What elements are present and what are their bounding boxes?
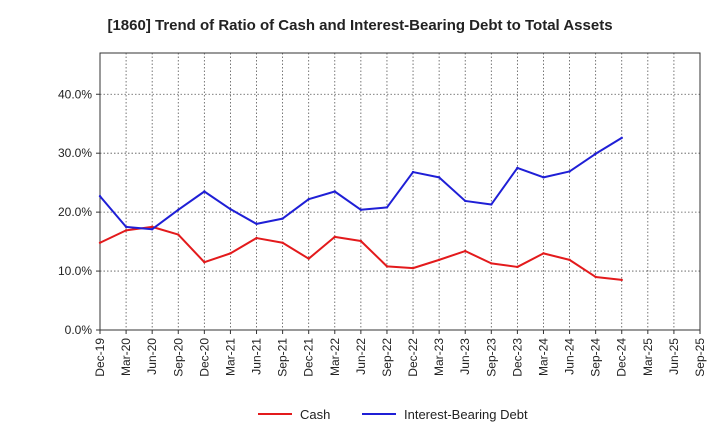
x-tick-label: Mar-22 (328, 338, 342, 376)
data-point-cash (411, 266, 415, 270)
data-point-interest-bearing-debt (203, 190, 206, 193)
data-point-cash (620, 278, 623, 282)
x-tick-label: Mar-24 (536, 338, 550, 376)
x-tick-label: Jun-24 (563, 338, 577, 375)
x-tick-label: Mar-20 (119, 338, 133, 376)
legend-label-cash: Cash (300, 407, 330, 422)
data-point-cash (542, 252, 545, 255)
x-tick-label: Sep-21 (276, 338, 290, 377)
data-point-cash (229, 252, 232, 255)
data-point-cash (437, 258, 441, 262)
data-point-interest-bearing-debt (124, 225, 128, 229)
x-tick-label: Mar-23 (432, 338, 446, 376)
x-tick-label: Dec-24 (615, 338, 629, 377)
x-tick-label: Mar-21 (223, 338, 237, 376)
data-point-cash (203, 261, 206, 264)
x-tick-label: Dec-19 (93, 338, 107, 377)
x-tick-label: Sep-20 (171, 338, 185, 377)
data-point-interest-bearing-debt (490, 203, 493, 206)
chart-title: [1860] Trend of Ratio of Cash and Intere… (107, 17, 612, 34)
x-tick-label: Jun-22 (354, 338, 368, 375)
data-point-cash (359, 239, 363, 243)
data-point-interest-bearing-debt (307, 197, 310, 201)
data-point-cash (124, 229, 128, 232)
legend: Cash Interest-Bearing Debt (258, 407, 528, 422)
data-point-cash (516, 265, 519, 269)
series-layer (98, 136, 623, 282)
data-point-cash (98, 241, 102, 244)
x-tick-label: Dec-22 (406, 338, 420, 377)
x-tick-label: Mar-25 (641, 338, 655, 376)
x-tick-label: Sep-22 (380, 338, 394, 377)
data-point-interest-bearing-debt (359, 208, 363, 211)
data-point-cash (385, 265, 389, 268)
x-tick-label: Jun-23 (458, 338, 472, 375)
data-point-cash (255, 236, 258, 240)
data-point-interest-bearing-debt (229, 207, 232, 211)
data-point-interest-bearing-debt (385, 206, 389, 209)
x-tick-label: Jun-21 (250, 338, 264, 375)
data-point-cash (333, 235, 336, 239)
y-tick-label: 10.0% (58, 264, 92, 278)
x-tick-label: Dec-21 (302, 338, 316, 377)
grid-layer (100, 53, 700, 330)
x-tick-label: Dec-20 (197, 338, 211, 377)
data-point-interest-bearing-debt (333, 190, 336, 193)
x-tick-label: Sep-25 (693, 338, 707, 377)
data-point-interest-bearing-debt (594, 152, 597, 155)
data-point-interest-bearing-debt (568, 170, 571, 173)
data-point-cash (594, 275, 597, 279)
data-point-cash (150, 225, 154, 229)
data-point-interest-bearing-debt (437, 176, 441, 179)
y-tick-label: 20.0% (58, 205, 92, 219)
data-point-interest-bearing-debt (255, 222, 258, 226)
data-point-interest-bearing-debt (281, 217, 284, 220)
data-point-cash (307, 257, 310, 260)
data-point-cash (464, 249, 467, 253)
data-point-cash (177, 233, 180, 236)
data-point-interest-bearing-debt (150, 228, 154, 231)
x-tick-label: Jun-20 (145, 338, 159, 375)
data-point-interest-bearing-debt (177, 208, 180, 211)
data-point-interest-bearing-debt (98, 195, 102, 198)
data-point-cash (568, 258, 571, 262)
y-tick-label: 0.0% (65, 323, 93, 337)
data-point-cash (281, 241, 284, 244)
y-tick-label: 40.0% (58, 87, 92, 101)
axis-layer: 0.0% 10.0% 20.0% 30.0% 40.0% Dec-19 Mar-20 Jun-… (58, 52, 707, 377)
data-point-interest-bearing-debt (620, 136, 623, 140)
legend-label-interest-bearing-debt: Interest-Bearing Debt (404, 407, 528, 422)
x-tick-label: Dec-23 (510, 338, 524, 377)
x-tick-label: Jun-25 (667, 338, 681, 375)
y-tick-label: 30.0% (58, 146, 92, 160)
data-point-interest-bearing-debt (464, 199, 467, 203)
plot-frame (99, 52, 701, 331)
data-point-interest-bearing-debt (411, 170, 415, 174)
x-tick-label: Sep-23 (484, 338, 498, 377)
x-tick-label: Sep-24 (589, 338, 603, 377)
data-point-interest-bearing-debt (542, 176, 545, 179)
data-point-interest-bearing-debt (516, 166, 519, 170)
data-point-cash (490, 262, 493, 265)
